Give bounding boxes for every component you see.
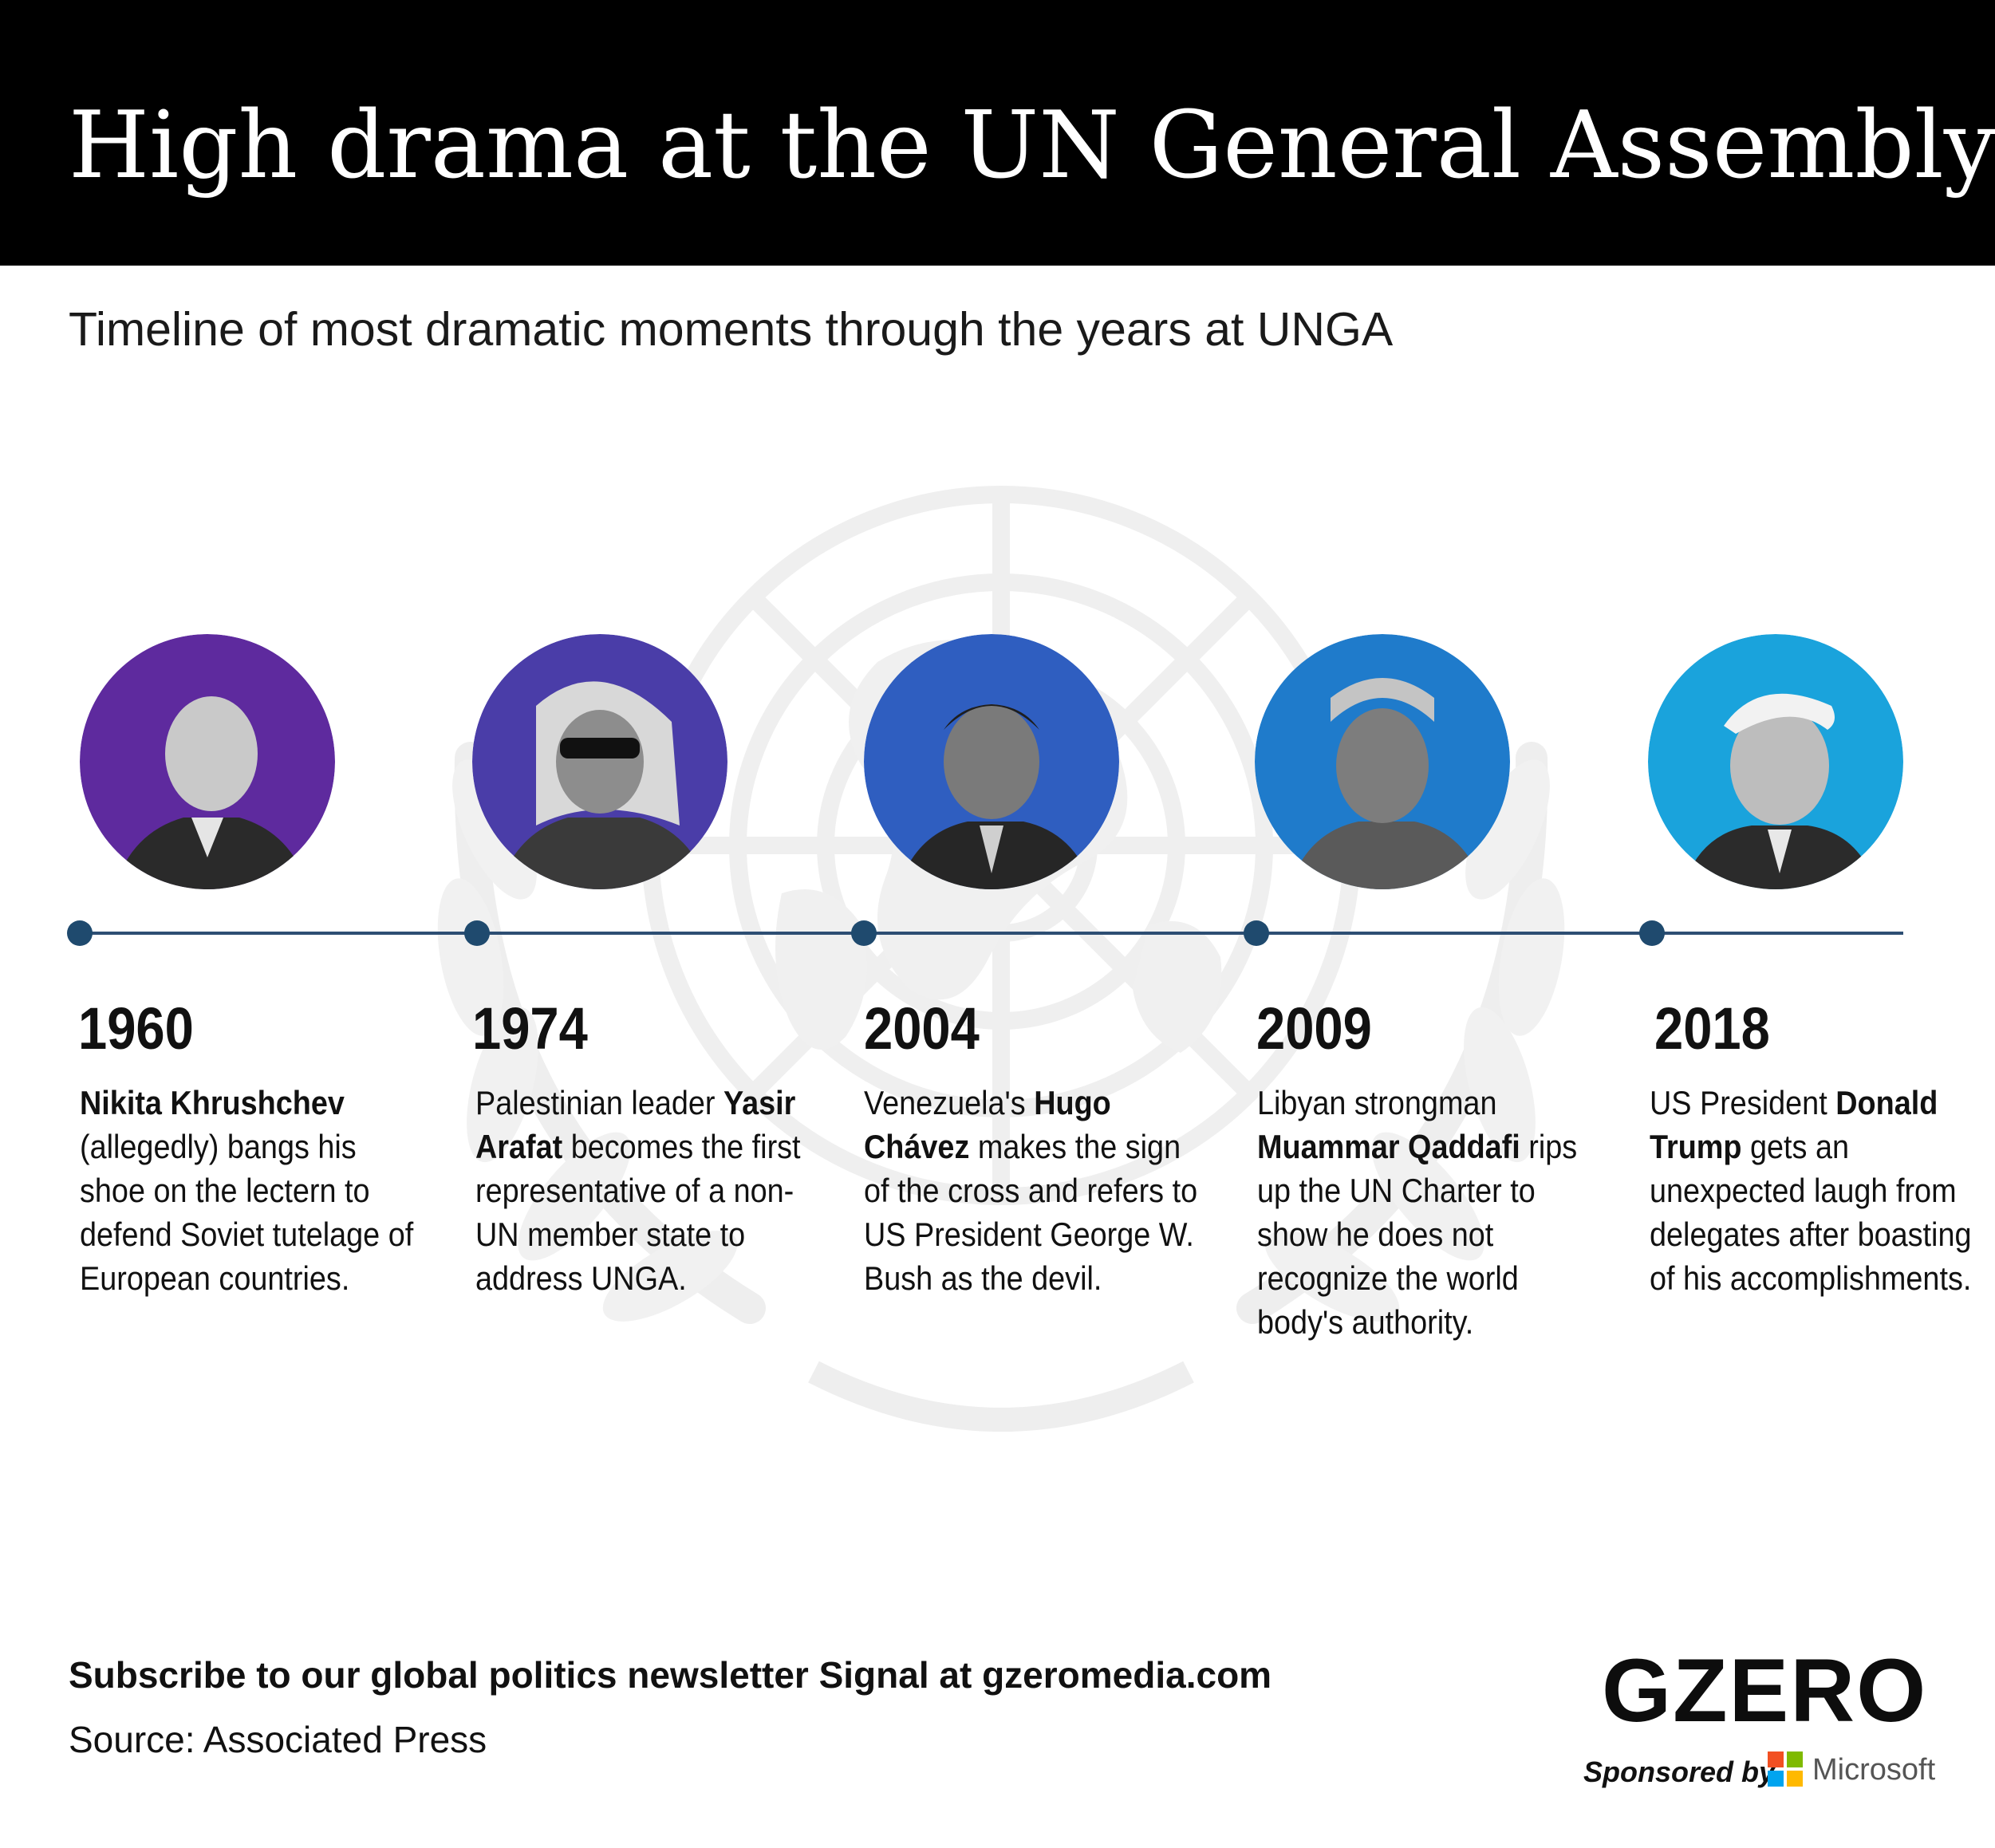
event-person: Yasir Arafat (475, 1084, 796, 1165)
event-person: Hugo Chávez (864, 1084, 1111, 1165)
event-year: 2004 (864, 995, 980, 1062)
timeline-line (80, 932, 1903, 935)
event-description: Libyan strongman Muammar Qaddafi rips up… (1257, 1081, 1595, 1344)
portrait-chavez (864, 634, 1119, 889)
timeline-dot-2004 (851, 920, 877, 946)
event-description: US President Donald Trump gets an unexpe… (1650, 1081, 1987, 1300)
event-description: Nikita Khrushchev (allegedly) bangs his … (80, 1081, 417, 1300)
event-text: gets an unexpected laugh from delegates … (1650, 1128, 1972, 1297)
event-text: becomes the first representative of a no… (475, 1128, 801, 1297)
gzero-logo: GZERO (1602, 1641, 1928, 1740)
event-person: Nikita Khrushchev (80, 1084, 345, 1121)
timeline-dot-1960 (67, 920, 93, 946)
event-text: Venezuela's (864, 1084, 1035, 1121)
newsletter-cta: Subscribe to our global politics newslet… (69, 1654, 1272, 1696)
event-description: Palestinian leader Yasir Arafat becomes … (475, 1081, 813, 1300)
event-person: Donald Trump (1650, 1084, 1938, 1165)
event-description: Venezuela's Hugo Chávez makes the sign o… (864, 1081, 1201, 1300)
header-bar: High drama at the UN General Assembly (0, 0, 1995, 266)
event-year: 2018 (1654, 995, 1770, 1062)
sponsor-name: Microsoft (1812, 1753, 1936, 1787)
page-title: High drama at the UN General Assembly (69, 92, 1995, 199)
portrait-trump (1648, 634, 1903, 889)
source-note: Source: Associated Press (69, 1719, 487, 1760)
portrait-qaddafi (1255, 634, 1510, 889)
event-year: 2009 (1256, 995, 1372, 1062)
event-text: Libyan strongman (1257, 1084, 1497, 1121)
event-text: Palestinian leader (475, 1084, 724, 1121)
timeline-dot-2009 (1244, 920, 1269, 946)
sponsored-by-label: Sponsored by (1583, 1755, 1776, 1788)
page-subtitle: Timeline of most dramatic moments throug… (69, 303, 1394, 356)
portrait-khrushchev (80, 634, 335, 889)
event-text: makes the sign of the cross and refers t… (864, 1128, 1198, 1297)
event-text: rips up the UN Charter to show he does n… (1257, 1128, 1578, 1341)
event-person: Muammar Qaddafi (1257, 1128, 1520, 1165)
event-year: 1974 (472, 995, 588, 1062)
microsoft-logo-icon (1768, 1751, 1803, 1787)
event-text: US President (1650, 1084, 1836, 1121)
timeline-dot-1974 (464, 920, 490, 946)
timeline-dot-2018 (1639, 920, 1665, 946)
event-text: (allegedly) bangs his shoe on the lecter… (80, 1128, 414, 1297)
event-year: 1960 (78, 995, 194, 1062)
portrait-arafat (472, 634, 727, 889)
